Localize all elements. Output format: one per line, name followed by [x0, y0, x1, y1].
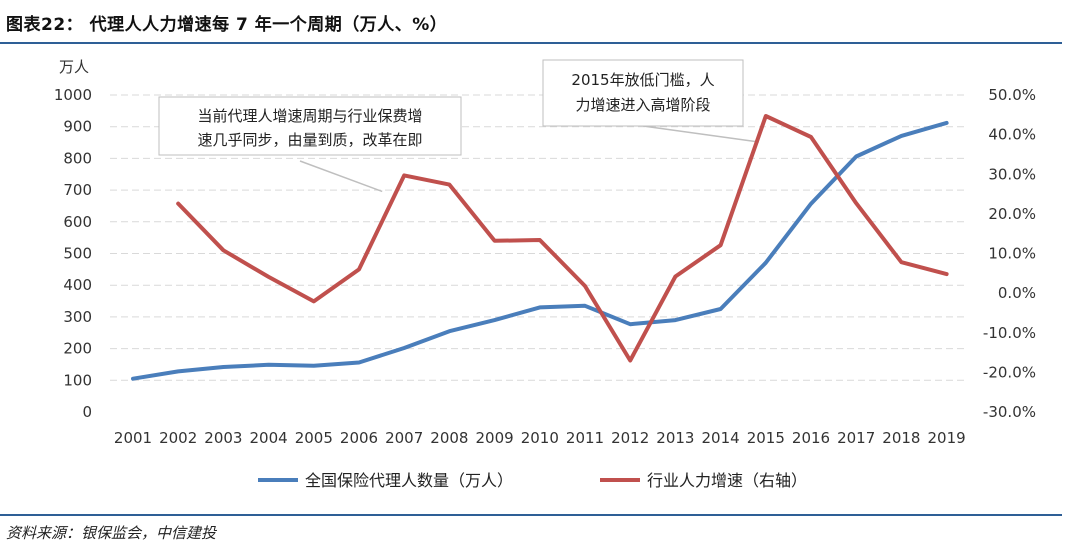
right-axis-tick-label: -30.0%	[983, 403, 1036, 421]
annotation-1-line-2: 速几乎同步，由量到质，改革在即	[197, 131, 422, 149]
x-axis-tick-label: 2011	[566, 429, 604, 447]
annotation-1-leader	[299, 160, 383, 193]
right-axis-tick-label: 40.0%	[988, 126, 1036, 144]
annotation-box-1	[158, 96, 462, 156]
series-line-agents	[131, 120, 949, 381]
left-axis-unit-label: 万人	[59, 58, 89, 76]
x-axis-tick-label: 2016	[792, 429, 830, 447]
left-axis-tick-label: 0	[82, 403, 92, 421]
annotation-2-leader	[642, 125, 759, 143]
left-axis-tick-label: 200	[63, 340, 92, 358]
annotation-1-line-1: 当前代理人增速周期与行业保费增	[197, 107, 422, 125]
annotation-box-2	[542, 59, 744, 127]
x-axis-tick-label: 2008	[430, 429, 468, 447]
left-axis-tick-label: 900	[63, 118, 92, 136]
x-axis-tick-label: 2013	[656, 429, 694, 447]
x-axis-tick-label: 2003	[204, 429, 242, 447]
x-axis-ticks: 2001 2002 2003 2004 2005 2006 2007 2008 2009 2010…	[114, 429, 966, 447]
x-axis-tick-label: 2004	[250, 429, 288, 447]
left-axis-ticks: 0 100 200 300 400 500 600 700 800 900 1000	[54, 86, 92, 421]
left-axis-tick-label: 600	[63, 213, 92, 231]
right-axis-tick-label: 50.0%	[988, 86, 1036, 104]
bottom-rule	[0, 514, 1062, 516]
right-axis-tick-label: 10.0%	[988, 245, 1036, 263]
legend-label-agents: 全国保险代理人数量（万人）	[305, 471, 513, 490]
x-axis-tick-label: 2006	[340, 429, 378, 447]
x-axis-tick-label: 2005	[295, 429, 333, 447]
chart: 万人 0 100 200 300 400 500 600 700 800 900 1000 -30.…	[54, 58, 1036, 490]
left-axis-tick-label: 100	[63, 371, 92, 389]
right-axis-tick-label: -10.0%	[983, 324, 1036, 342]
left-axis-tick-label: 700	[63, 181, 92, 199]
annotation-leader-lines	[299, 125, 759, 193]
x-axis-tick-label: 2010	[521, 429, 559, 447]
legend-label-growth: 行业人力增速（右轴）	[647, 471, 807, 490]
left-axis-tick-label: 500	[63, 245, 92, 263]
annotation-2-line-1: 2015年放低门槛，人	[571, 71, 714, 89]
source-note: 资料来源：银保监会，中信建投	[6, 524, 217, 542]
series-lines	[131, 114, 949, 381]
x-axis-tick-label: 2007	[385, 429, 423, 447]
x-axis-tick-label: 2019	[928, 429, 966, 447]
x-axis-tick-label: 2018	[882, 429, 920, 447]
left-axis-tick-label: 800	[63, 149, 92, 167]
right-axis-tick-label: -20.0%	[983, 363, 1036, 381]
x-axis-tick-label: 2001	[114, 429, 152, 447]
left-axis-tick-label: 400	[63, 276, 92, 294]
x-axis-tick-label: 2017	[837, 429, 875, 447]
x-axis-tick-label: 2014	[702, 429, 740, 447]
left-axis-tick-label: 1000	[54, 86, 92, 104]
right-axis-ticks: -30.0% -20.0% -10.0% 0.0% 10.0% 20.0% 30.0% 40.…	[983, 86, 1036, 421]
right-axis-tick-label: 30.0%	[988, 165, 1036, 183]
x-axis-tick-label: 2009	[476, 429, 514, 447]
right-axis-tick-label: 20.0%	[988, 205, 1036, 223]
annotation-2-line-2: 力增速进入高增阶段	[575, 96, 710, 114]
series-line-growth	[176, 114, 949, 363]
right-axis-tick-label: 0.0%	[998, 284, 1036, 302]
x-axis-tick-label: 2002	[159, 429, 197, 447]
left-axis-tick-label: 300	[63, 308, 92, 326]
gridlines	[110, 94, 968, 381]
x-axis-tick-label: 2012	[611, 429, 649, 447]
top-rule	[0, 42, 1062, 44]
x-axis-tick-label: 2015	[747, 429, 785, 447]
figure-title: 图表22： 代理人人力增速每 7 年一个周期（万人、%）	[6, 15, 448, 35]
